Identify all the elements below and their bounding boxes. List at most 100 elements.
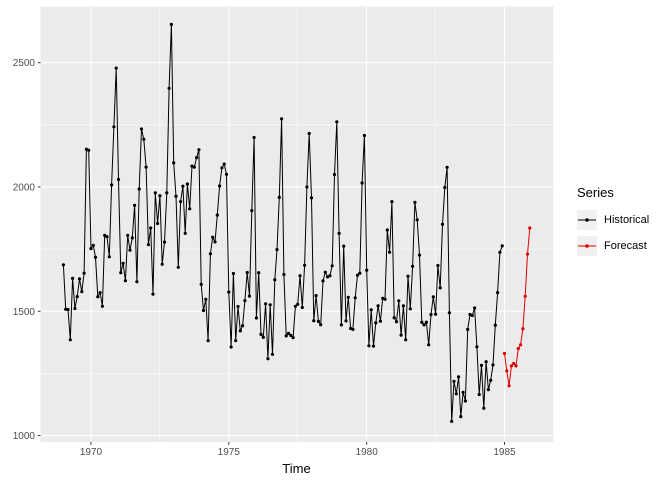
series-point-historical xyxy=(121,261,125,265)
series-point-forecast xyxy=(505,369,509,373)
line-point-glyph-icon xyxy=(578,244,596,248)
series-point-historical xyxy=(459,415,463,419)
series-point-historical xyxy=(112,125,116,129)
legend-title: Series xyxy=(577,185,614,200)
series-point-historical xyxy=(197,148,201,152)
series-point-forecast xyxy=(507,384,511,388)
series-point-forecast xyxy=(512,361,516,366)
legend-item-forecast: Forecast xyxy=(577,236,649,256)
series-point-historical xyxy=(68,338,72,342)
series-point-historical xyxy=(344,319,348,323)
legend-label-historical: Historical xyxy=(604,214,650,226)
series-point-historical xyxy=(466,327,470,331)
series-point-historical xyxy=(378,319,382,323)
series-point-historical xyxy=(392,316,396,320)
series-point-historical xyxy=(142,137,146,141)
series-point-historical xyxy=(75,295,79,299)
series-point-historical xyxy=(105,235,109,239)
series-point-historical xyxy=(296,302,300,306)
series-point-historical xyxy=(167,86,171,90)
series-point-historical xyxy=(307,131,311,136)
series-point-historical xyxy=(199,282,203,286)
series-point-historical xyxy=(146,243,150,247)
series-point-historical xyxy=(211,235,215,239)
series-point-historical xyxy=(73,306,77,311)
series-point-historical xyxy=(183,231,187,235)
series-point-historical xyxy=(445,165,449,169)
series-point-historical xyxy=(429,312,433,317)
series-point-historical xyxy=(93,255,98,259)
series-point-historical xyxy=(440,222,445,226)
series-point-historical xyxy=(61,263,65,267)
series-point-historical xyxy=(250,209,254,213)
series-point-historical xyxy=(335,120,339,124)
series-point-historical xyxy=(149,226,153,230)
series-point-historical xyxy=(236,304,240,309)
series-point-historical xyxy=(218,184,222,188)
series-point-historical xyxy=(328,274,332,278)
series-point-historical xyxy=(394,320,399,324)
series-point-historical xyxy=(353,296,357,300)
series-point-historical xyxy=(358,271,362,275)
series-point-historical xyxy=(422,323,426,327)
series-point-historical xyxy=(383,297,387,301)
series-point-historical xyxy=(165,191,169,195)
legend-key-forecast xyxy=(577,236,597,256)
x-tick-label: 1975 xyxy=(218,447,241,458)
series-point-historical xyxy=(399,333,403,337)
series-point-historical xyxy=(169,22,173,26)
series-point-historical xyxy=(201,308,206,313)
series-point-historical xyxy=(351,327,355,331)
series-point-historical xyxy=(238,329,242,333)
series-point-historical xyxy=(227,290,231,294)
series-point-historical xyxy=(119,271,123,275)
series-point-historical xyxy=(252,135,256,140)
series-point-historical xyxy=(339,323,343,327)
series-point-historical xyxy=(151,292,155,296)
series-point-historical xyxy=(275,248,279,252)
series-point-historical xyxy=(280,117,284,121)
series-point-historical xyxy=(64,307,68,311)
series-point-historical xyxy=(316,319,320,323)
series-point-historical xyxy=(98,291,102,295)
series-point-historical xyxy=(300,305,304,310)
series-point-historical xyxy=(188,207,192,211)
series-point-historical xyxy=(204,297,208,301)
series-point-historical xyxy=(257,271,261,275)
series-point-historical xyxy=(144,165,148,169)
series-point-historical xyxy=(139,127,144,131)
series-line-forecast xyxy=(504,227,531,387)
series-point-historical xyxy=(160,262,164,266)
series-point-historical xyxy=(114,66,118,70)
series-point-historical xyxy=(222,162,226,166)
series-point-historical xyxy=(321,279,325,283)
series-point-historical xyxy=(454,392,458,396)
legend-key-historical xyxy=(577,210,597,230)
series-point-historical xyxy=(286,331,291,335)
series-point-historical xyxy=(330,264,334,268)
series-point-historical xyxy=(289,333,293,337)
series-point-historical xyxy=(231,271,235,276)
series-point-historical xyxy=(452,379,456,383)
x-tick-label: 1985 xyxy=(493,447,516,458)
series-point-historical xyxy=(174,194,178,198)
series-point-historical xyxy=(273,278,277,282)
series-point-historical xyxy=(498,250,502,254)
series-point-historical xyxy=(355,273,360,277)
series-point-historical xyxy=(245,270,249,275)
series-point-historical xyxy=(91,243,95,247)
series-point-historical xyxy=(482,406,486,410)
series-point-historical xyxy=(374,321,378,325)
series-point-historical xyxy=(87,148,91,152)
series-point-forecast xyxy=(525,252,530,256)
series-point-historical xyxy=(208,252,212,256)
series-point-historical xyxy=(484,360,488,364)
series-point-historical xyxy=(450,419,454,423)
series-point-historical xyxy=(360,181,364,185)
series-point-historical xyxy=(305,185,309,189)
series-point-historical xyxy=(123,279,127,283)
series-point-historical xyxy=(431,295,435,299)
series-point-historical xyxy=(282,272,286,277)
series-point-historical xyxy=(436,263,440,268)
